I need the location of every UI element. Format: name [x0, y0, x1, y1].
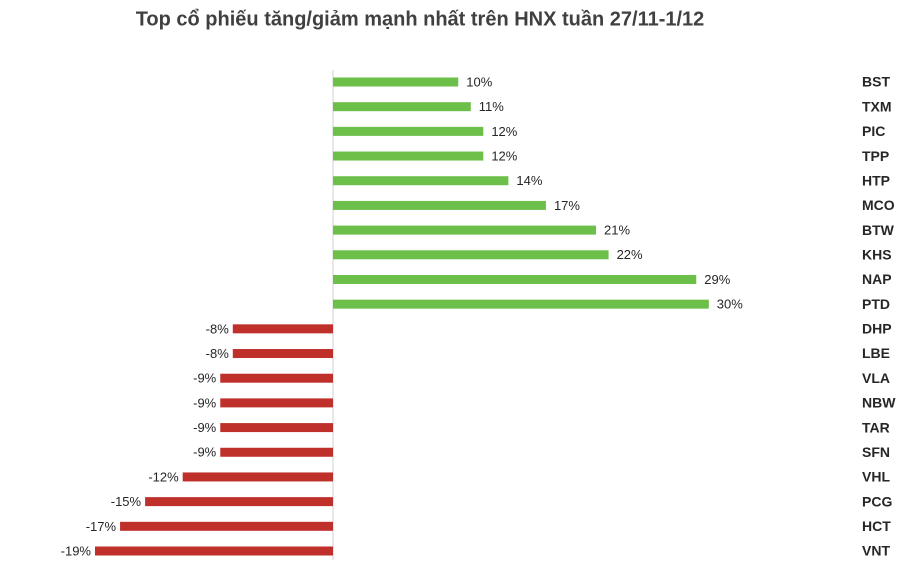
bar [333, 250, 609, 260]
bar [333, 102, 471, 112]
category-label: KHS [862, 246, 892, 262]
bar [333, 225, 597, 235]
category-label: TPP [862, 148, 889, 164]
value-label: -8% [206, 321, 230, 336]
value-label: -9% [193, 371, 217, 386]
value-label: 14% [516, 173, 542, 188]
bar [232, 349, 333, 359]
bar [95, 546, 333, 556]
bar [120, 521, 333, 531]
value-label: -9% [193, 395, 217, 410]
bar [220, 423, 333, 433]
value-label: 12% [491, 124, 517, 139]
bar [333, 299, 709, 309]
value-label: 22% [617, 247, 643, 262]
category-label: NAP [862, 271, 892, 287]
chart-title: Top cổ phiếu tăng/giảm mạnh nhất trên HN… [136, 8, 705, 30]
category-label: BTW [862, 222, 895, 238]
bar [333, 200, 546, 210]
bar [333, 126, 484, 136]
category-label: PIC [862, 123, 885, 139]
value-label: -19% [61, 543, 92, 558]
bar [333, 274, 697, 284]
bar [220, 447, 333, 457]
value-label: 12% [491, 148, 517, 163]
category-label: VNT [862, 543, 890, 559]
category-label: BST [862, 74, 890, 90]
category-label: DHP [862, 321, 892, 337]
category-label: SFN [862, 444, 890, 460]
category-label: TXM [862, 98, 892, 114]
bar [220, 373, 333, 383]
category-label: MCO [862, 197, 895, 213]
category-label: PCG [862, 493, 892, 509]
bar [182, 472, 333, 482]
value-label: -9% [193, 445, 217, 460]
category-label: HTP [862, 172, 890, 188]
value-label: -15% [111, 494, 142, 509]
category-label: VLA [862, 370, 890, 386]
value-label: -12% [148, 469, 179, 484]
category-label: HCT [862, 518, 891, 534]
value-label: 29% [704, 272, 730, 287]
value-label: -17% [86, 519, 117, 534]
value-label: -9% [193, 420, 217, 435]
category-label: NBW [862, 395, 896, 411]
bar [333, 77, 459, 87]
bar [145, 497, 333, 507]
value-label: 17% [554, 198, 580, 213]
value-label: -8% [206, 346, 230, 361]
category-label: PTD [862, 296, 890, 312]
bar [333, 151, 484, 161]
bar [333, 176, 509, 186]
category-label: LBE [862, 345, 890, 361]
value-label: 10% [466, 74, 492, 89]
bar [232, 324, 333, 334]
bar [220, 398, 333, 408]
value-label: 21% [604, 223, 630, 238]
category-label: TAR [862, 419, 890, 435]
value-label: 30% [717, 297, 743, 312]
category-label: VHL [862, 469, 890, 485]
value-label: 11% [479, 99, 504, 114]
